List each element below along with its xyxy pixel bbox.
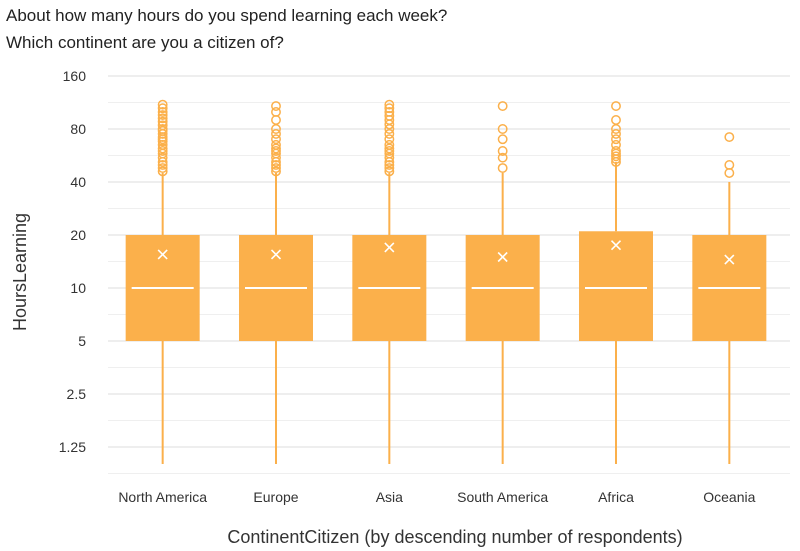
outlier-point xyxy=(384,159,395,170)
outlier-point xyxy=(384,152,395,163)
outlier-point xyxy=(157,110,168,121)
x-axis-ticks: North America Europe Asia South America Afri… xyxy=(118,489,755,505)
x-tick-label: Oceania xyxy=(703,489,755,505)
outlier-point xyxy=(157,152,168,163)
outlier-point xyxy=(271,166,281,177)
outlier-point xyxy=(724,168,735,178)
outlier-point xyxy=(497,134,508,145)
box-africa xyxy=(579,101,653,464)
outlier-point xyxy=(724,159,735,170)
y-tick-label: 20 xyxy=(70,227,86,243)
outlier-point xyxy=(384,166,395,177)
box-europe xyxy=(239,101,313,464)
outlier-point xyxy=(384,163,395,174)
outlier-point xyxy=(271,115,281,125)
outlier-point xyxy=(611,134,621,145)
outlier-point xyxy=(271,106,281,117)
outlier-point xyxy=(157,163,168,174)
outlier-point xyxy=(384,128,395,139)
outlier-point xyxy=(497,124,508,134)
iqr-box xyxy=(579,231,653,341)
box-north-america xyxy=(125,99,200,464)
outlier-point xyxy=(497,152,508,163)
x-tick-label: Asia xyxy=(376,489,403,505)
outlier-point xyxy=(157,103,168,114)
outlier-point xyxy=(157,113,168,124)
outlier-point xyxy=(157,106,168,117)
outlier-point xyxy=(271,143,281,154)
mean-marker xyxy=(724,254,735,265)
outlier-point xyxy=(271,152,281,163)
outlier-point xyxy=(384,99,395,110)
outlier-point xyxy=(384,143,395,154)
box-series xyxy=(125,99,767,464)
outlier-point xyxy=(611,151,621,162)
outlier-point xyxy=(611,146,621,156)
mean-marker xyxy=(384,242,395,253)
y-tick-label: 1.25 xyxy=(59,439,86,455)
y-tick-label: 160 xyxy=(63,68,87,84)
outlier-point xyxy=(157,166,168,177)
outlier-point xyxy=(271,139,281,150)
outlier-point xyxy=(497,146,508,156)
mean-marker xyxy=(270,249,282,260)
outlier-point xyxy=(157,159,168,170)
x-tick-label: North America xyxy=(118,489,207,505)
outlier-point xyxy=(157,99,168,110)
x-axis-title: ContinentCitizen (by descending number o… xyxy=(227,527,682,547)
outlier-point xyxy=(384,139,395,150)
outlier-point xyxy=(271,163,281,174)
box-asia xyxy=(352,99,427,464)
box-south-america xyxy=(465,101,540,464)
chart-title-line-1: About how many hours do you spend learni… xyxy=(6,6,448,25)
y-tick-label: 10 xyxy=(70,280,86,296)
box-oceania xyxy=(692,132,767,464)
grid-lines xyxy=(108,75,790,474)
outlier-point xyxy=(271,128,281,139)
outlier-point xyxy=(384,103,395,114)
outlier-point xyxy=(611,139,621,150)
outlier-point xyxy=(271,134,281,145)
outlier-point xyxy=(384,106,395,117)
outlier-point xyxy=(497,163,508,174)
outlier-point xyxy=(384,134,395,145)
mean-marker xyxy=(157,249,168,260)
outlier-point xyxy=(271,159,281,170)
y-tick-label: 2.5 xyxy=(67,386,87,402)
x-tick-label: South America xyxy=(457,489,548,505)
chart-title-line-2: Which continent are you a citizen of? xyxy=(6,33,284,52)
outlier-point xyxy=(157,120,168,131)
x-tick-label: Europe xyxy=(253,489,298,505)
x-tick-label: Africa xyxy=(598,489,634,505)
y-tick-label: 80 xyxy=(70,121,86,137)
outlier-point xyxy=(611,101,621,112)
outlier-point xyxy=(611,128,621,139)
outlier-point xyxy=(157,143,168,154)
outlier-point xyxy=(157,116,168,127)
outlier-point xyxy=(157,124,168,134)
y-tick-label: 5 xyxy=(78,333,86,349)
mean-marker xyxy=(497,251,508,263)
y-axis-title: HoursLearning xyxy=(10,213,30,331)
outlier-point xyxy=(611,115,621,125)
outlier-point xyxy=(271,101,281,112)
outlier-point xyxy=(724,132,735,143)
mean-marker xyxy=(610,240,622,251)
y-tick-label: 40 xyxy=(70,174,86,190)
y-axis-ticks: 1.25 2.5 5 10 20 40 80 160 xyxy=(59,68,86,455)
outlier-point xyxy=(497,101,508,112)
